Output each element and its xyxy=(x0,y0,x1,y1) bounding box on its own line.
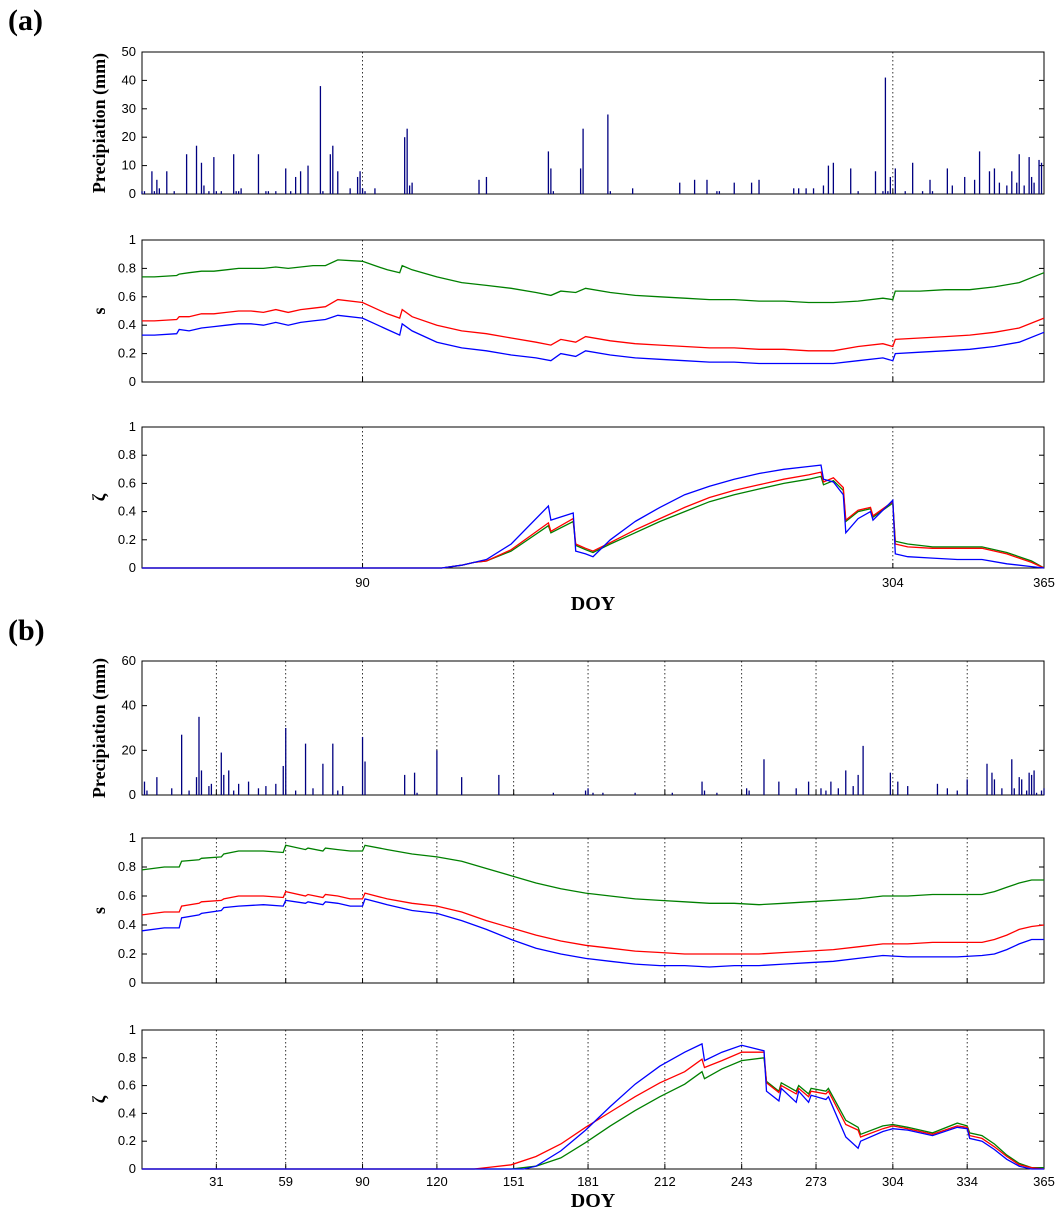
panel-a-xtick-label: 304 xyxy=(882,575,904,590)
ytick-label: 0.2 xyxy=(118,1133,136,1148)
ytick-label: 0 xyxy=(129,186,136,201)
series-line-0 xyxy=(141,844,1044,906)
ytick-label: 1 xyxy=(129,419,136,434)
panel-b-chart-2: 0 0.2 0.4 0.6 0.8 1 ζ xyxy=(89,1022,1045,1176)
y-axis-label: Precipiation (mm) xyxy=(89,53,110,193)
series-line-0 xyxy=(142,1057,1044,1170)
series-line-2 xyxy=(142,1042,1044,1170)
panel-b-chart-1: 0 0.2 0.4 0.6 0.8 1 s xyxy=(89,830,1045,990)
series-line-0 xyxy=(142,259,1045,304)
panel-b-xtick-label: 59 xyxy=(278,1174,292,1189)
series-line-1 xyxy=(142,471,1045,569)
panel-a-chart-2: 0 0.2 0.4 0.6 0.8 1 ζ xyxy=(89,419,1045,575)
series-line-1 xyxy=(141,890,1045,955)
ytick-label: 0.4 xyxy=(118,917,136,932)
panel-a-label: (a) xyxy=(8,4,43,37)
panel-b-xtick-label: 90 xyxy=(355,1174,369,1189)
ytick-label: 0.6 xyxy=(118,475,136,490)
panel-b-xtick-label: 31 xyxy=(209,1174,223,1189)
axes-frame xyxy=(141,660,1045,796)
ytick-label: 60 xyxy=(122,653,136,668)
panel-b-label: (b) xyxy=(8,614,45,647)
y-axis-label: ζ xyxy=(89,493,109,501)
series-line-1 xyxy=(142,1051,1045,1170)
ytick-label: 1 xyxy=(129,1022,136,1037)
ytick-label: 0.2 xyxy=(118,346,136,361)
ytick-label: 0.4 xyxy=(118,317,136,332)
series-line-0 xyxy=(142,475,1045,569)
y-axis-label: ζ xyxy=(89,1095,109,1103)
ytick-label: 40 xyxy=(122,72,136,87)
ytick-label: 0.8 xyxy=(118,260,136,275)
ytick-label: 0.2 xyxy=(118,946,136,961)
ytick-label: 0.8 xyxy=(118,859,136,874)
ytick-label: 0.8 xyxy=(118,447,136,462)
ytick-label: 0.6 xyxy=(118,888,136,903)
axes-frame xyxy=(141,1029,1045,1170)
axes-frame xyxy=(141,426,1045,569)
panel-b-xtick-label: 212 xyxy=(654,1174,676,1189)
ytick-label: 1 xyxy=(129,232,136,247)
ytick-label: 0.2 xyxy=(118,532,136,547)
y-axis-label: s xyxy=(89,307,109,314)
axes-frame xyxy=(141,51,1045,195)
ytick-label: 0 xyxy=(129,560,136,575)
ytick-label: 0 xyxy=(129,1161,136,1176)
ytick-label: 40 xyxy=(122,698,136,713)
series-line-1 xyxy=(142,298,1045,352)
ytick-label: 30 xyxy=(122,101,136,116)
panel-a-xtick-label: 365 xyxy=(1033,575,1055,590)
axes-frame xyxy=(141,239,1045,383)
panel-b-xtick-label: 243 xyxy=(731,1174,753,1189)
ytick-label: 1 xyxy=(129,830,136,845)
ytick-label: 20 xyxy=(122,742,136,757)
panel-a-chart-0: 0 10 20 30 40 50 Precipiation (mm) xyxy=(89,44,1045,201)
ytick-label: 0.6 xyxy=(118,289,136,304)
panel-b-xtick-label: 151 xyxy=(503,1174,525,1189)
ytick-label: 50 xyxy=(122,44,136,59)
ytick-label: 0.8 xyxy=(118,1050,136,1065)
ytick-label: 10 xyxy=(122,158,136,173)
panel-b-xtick-label: 304 xyxy=(882,1174,904,1189)
panel-b-xtick-label: 120 xyxy=(426,1174,448,1189)
panel-b-chart-0: 0 20 40 60 Precipiation (mm) xyxy=(89,653,1045,802)
y-axis-label: Precipiation (mm) xyxy=(89,658,110,798)
panel-b-xtick-label: 273 xyxy=(805,1174,827,1189)
ytick-label: 0 xyxy=(129,975,136,990)
y-axis-label: s xyxy=(89,907,109,914)
ytick-label: 0 xyxy=(129,374,136,389)
panel-a-chart-1: 0 0.2 0.4 0.6 0.8 1 s xyxy=(89,232,1045,389)
panel-b-xtick-label: 181 xyxy=(577,1174,599,1189)
panel-b-xtick-label: 365 xyxy=(1033,1174,1055,1189)
panel-a-xtick-label: 90 xyxy=(355,575,369,590)
panel-a-x-axis-label: DOY xyxy=(571,593,616,615)
panel-b-xtick-label: 334 xyxy=(956,1174,978,1189)
series-line-2 xyxy=(142,314,1045,365)
series-line-2 xyxy=(141,898,1044,968)
ytick-label: 20 xyxy=(122,129,136,144)
series-line-2 xyxy=(142,464,1045,569)
ytick-label: 0.4 xyxy=(118,504,136,519)
ytick-label: 0.6 xyxy=(118,1078,136,1093)
panel-b-x-axis-label: DOY xyxy=(571,1190,616,1207)
ytick-label: 0.4 xyxy=(118,1105,136,1120)
ytick-label: 0 xyxy=(129,787,136,802)
axes-frame xyxy=(141,837,1045,984)
